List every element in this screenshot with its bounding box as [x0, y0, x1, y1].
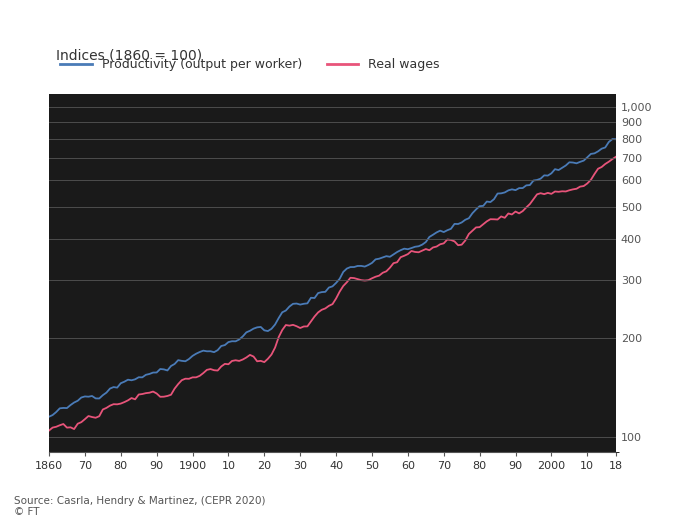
Productivity (output per worker) [458, 219, 466, 226]
Productivity (output per worker) [407, 245, 416, 251]
Productivity (output per worker) [228, 338, 236, 344]
Text: Indices (1860 = 100): Indices (1860 = 100) [56, 48, 202, 62]
Line: Real wages: Real wages [49, 157, 616, 431]
Real wages [203, 367, 211, 373]
Real wages [45, 427, 53, 434]
Real wages [522, 204, 531, 211]
Productivity (output per worker) [45, 413, 53, 420]
Real wages [407, 248, 416, 254]
Productivity (output per worker) [203, 348, 211, 355]
Productivity (output per worker) [612, 136, 620, 142]
Line: Productivity (output per worker): Productivity (output per worker) [49, 139, 616, 417]
Productivity (output per worker) [271, 321, 279, 328]
Real wages [228, 358, 236, 364]
Real wages [458, 242, 466, 248]
Real wages [612, 153, 620, 160]
Productivity (output per worker) [608, 136, 617, 142]
Real wages [271, 344, 279, 350]
Text: Source: Casrla, Hendry & Martinez, (CEPR 2020)
© FT: Source: Casrla, Hendry & Martinez, (CEPR… [14, 496, 265, 517]
Legend: Productivity (output per worker), Real wages: Productivity (output per worker), Real w… [55, 53, 445, 76]
Productivity (output per worker) [522, 182, 531, 188]
